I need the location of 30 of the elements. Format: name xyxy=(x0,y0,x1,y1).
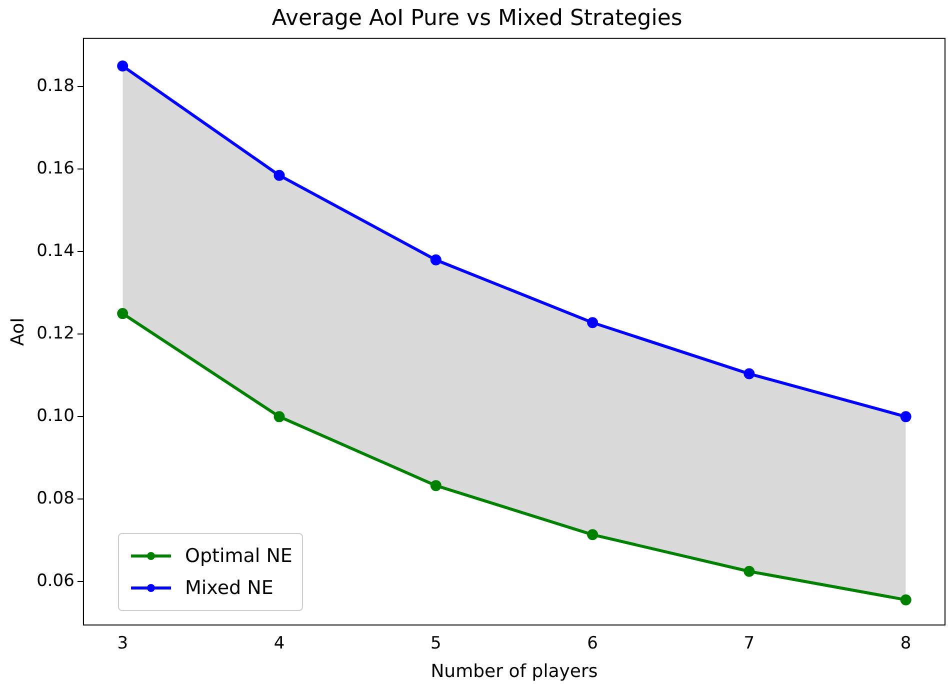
point xyxy=(274,411,285,422)
y-tick-label: 0.18 xyxy=(36,76,74,96)
x-tick-label: 8 xyxy=(900,634,912,654)
legend-label: Optimal NE xyxy=(185,545,292,567)
x-tick-label: 7 xyxy=(744,634,755,654)
y-axis-title: AoI xyxy=(7,318,28,346)
point xyxy=(430,254,442,266)
x-tick-label: 4 xyxy=(274,634,285,654)
chart-title: Average AoI Pure vs Mixed Strategies xyxy=(272,6,682,31)
point xyxy=(587,529,598,540)
y-tick-label: 0.06 xyxy=(36,571,74,592)
y-tick-label: 0.10 xyxy=(36,406,74,426)
point xyxy=(900,411,912,422)
point xyxy=(744,368,755,380)
point xyxy=(430,480,442,492)
point xyxy=(587,317,598,328)
legend-label: Mixed NE xyxy=(185,577,274,599)
y-tick-label: 0.12 xyxy=(36,324,74,344)
y-tick-label: 0.08 xyxy=(36,488,74,509)
x-tick-label: 6 xyxy=(587,634,598,654)
x-tick-label: 3 xyxy=(117,634,128,654)
x-axis-title: Number of players xyxy=(430,660,598,682)
y-tick-label: 0.16 xyxy=(36,158,74,179)
x-tick-label: 5 xyxy=(430,634,442,654)
point xyxy=(117,60,128,72)
point xyxy=(117,308,128,320)
y-tick-label: 0.14 xyxy=(36,241,74,262)
point xyxy=(900,594,912,606)
point xyxy=(744,566,755,577)
point xyxy=(274,170,285,181)
